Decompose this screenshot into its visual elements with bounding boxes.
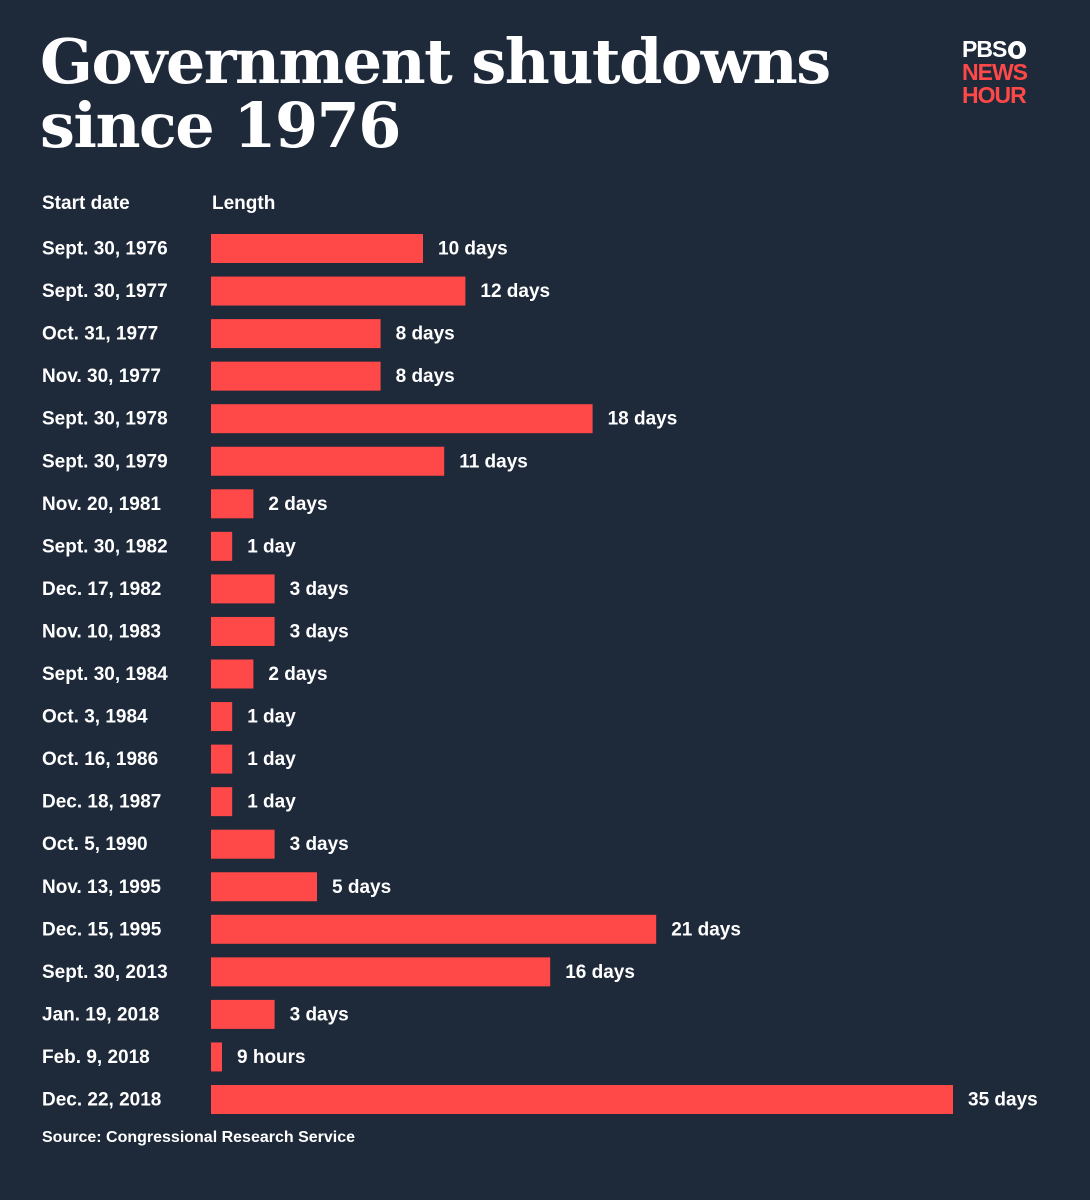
logo-pbs-text: PBS [962,36,1007,62]
value-label: 21 days [671,919,741,940]
value-label: 8 days [396,366,455,387]
value-label: 12 days [480,281,550,302]
bar [211,829,275,859]
source-note: Source: Congressional Research Service [42,1129,356,1146]
bar [211,361,381,391]
bar [211,574,275,604]
category-label: Nov. 13, 1995 [42,877,161,898]
bar [211,787,233,817]
bar [211,702,233,732]
category-label: Sept. 30, 1984 [42,664,168,685]
logo-news-text: NEWS [962,59,1028,85]
value-label: 35 days [968,1090,1038,1111]
bar [211,616,275,646]
category-label: Oct. 31, 1977 [42,324,158,345]
category-label: Sept. 30, 1977 [42,281,168,302]
value-label: 18 days [608,409,678,430]
title-line-1: Government shutdowns [40,25,831,98]
category-label: Oct. 5, 1990 [42,834,148,855]
value-label: 8 days [396,324,455,345]
value-label: 1 day [247,749,296,770]
bar [211,1042,222,1072]
bar [211,234,423,263]
value-label: 3 days [290,834,349,855]
category-label: Sept. 30, 1978 [42,409,168,430]
category-label: Dec. 22, 2018 [42,1090,161,1111]
bar [211,914,657,944]
title-line-2: since 1976 [40,89,401,162]
category-label: Feb. 9, 2018 [42,1047,150,1068]
category-label: Dec. 18, 1987 [42,792,161,813]
chart-title: Government shutdowns since 1976 [40,30,860,158]
bar [211,999,275,1029]
bar [211,276,466,306]
length-header: Length [212,193,276,214]
bar [211,489,254,519]
bar [211,872,317,902]
bar [211,446,445,476]
category-label: Oct. 3, 1984 [42,707,148,728]
pbs-newshour-logo: PBS NEWS HOUR [962,38,1028,108]
logo-pbs-row: PBS [962,38,1027,61]
value-label: 3 days [290,621,349,642]
category-label: Oct. 16, 1986 [42,749,158,770]
bar [211,404,593,434]
bar [211,1085,953,1114]
value-label: 2 days [268,664,327,685]
value-label: 2 days [268,494,327,515]
value-label: 16 days [565,962,635,983]
category-label: Sept. 30, 2013 [42,962,168,983]
category-label: Nov. 20, 1981 [42,494,161,515]
value-label: 3 days [290,1004,349,1025]
bar [211,531,233,561]
bar [211,319,381,349]
category-label: Nov. 30, 1977 [42,366,161,387]
value-label: 9 hours [237,1047,306,1068]
bar [211,659,254,689]
category-label: Dec. 15, 1995 [42,919,162,940]
value-label: 1 day [247,707,296,728]
category-label: Sept. 30, 1982 [42,536,168,557]
category-label: Sept. 30, 1976 [42,239,168,260]
value-label: 1 day [247,536,296,557]
value-label: 11 days [459,451,528,472]
value-label: 5 days [332,877,391,898]
category-label: Dec. 17, 1982 [42,579,161,600]
bar [211,957,551,987]
logo-hour-text: HOUR [962,82,1027,108]
start-date-header: Start date [42,193,130,214]
category-label: Jan. 19, 2018 [42,1004,159,1025]
category-label: Nov. 10, 1983 [42,621,161,642]
value-label: 3 days [290,579,349,600]
bar [211,744,233,774]
pbs-head-icon [1008,40,1027,59]
value-label: 10 days [438,239,508,260]
category-label: Sept. 30, 1979 [42,451,168,472]
value-label: 1 day [247,792,296,813]
